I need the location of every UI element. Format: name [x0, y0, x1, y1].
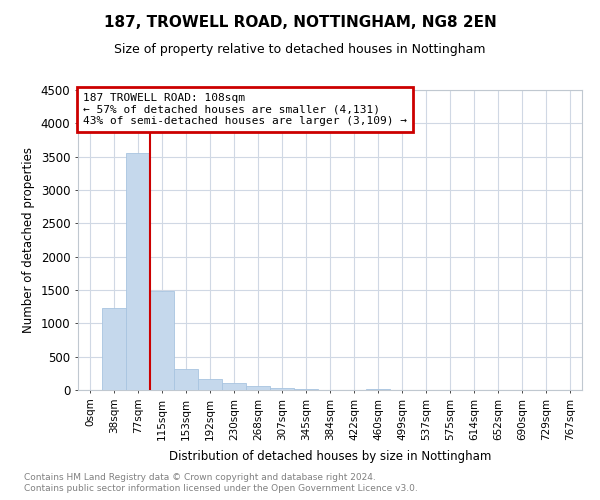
Text: Distribution of detached houses by size in Nottingham: Distribution of detached houses by size …	[169, 450, 491, 463]
Y-axis label: Number of detached properties: Number of detached properties	[22, 147, 35, 333]
Bar	[150, 292, 174, 390]
Bar	[174, 370, 198, 390]
Text: Contains HM Land Registry data © Crown copyright and database right 2024.: Contains HM Land Registry data © Crown c…	[24, 472, 376, 482]
Bar	[126, 152, 150, 390]
Bar	[246, 386, 270, 390]
Text: Contains public sector information licensed under the Open Government Licence v3: Contains public sector information licen…	[24, 484, 418, 493]
Text: Size of property relative to detached houses in Nottingham: Size of property relative to detached ho…	[114, 42, 486, 56]
Bar	[294, 389, 318, 390]
Text: 187 TROWELL ROAD: 108sqm
← 57% of detached houses are smaller (4,131)
43% of sem: 187 TROWELL ROAD: 108sqm ← 57% of detach…	[83, 93, 407, 126]
Bar	[222, 384, 246, 390]
Bar	[102, 308, 126, 390]
Text: 187, TROWELL ROAD, NOTTINGHAM, NG8 2EN: 187, TROWELL ROAD, NOTTINGHAM, NG8 2EN	[104, 15, 496, 30]
Bar	[198, 379, 222, 390]
Bar	[270, 388, 294, 390]
